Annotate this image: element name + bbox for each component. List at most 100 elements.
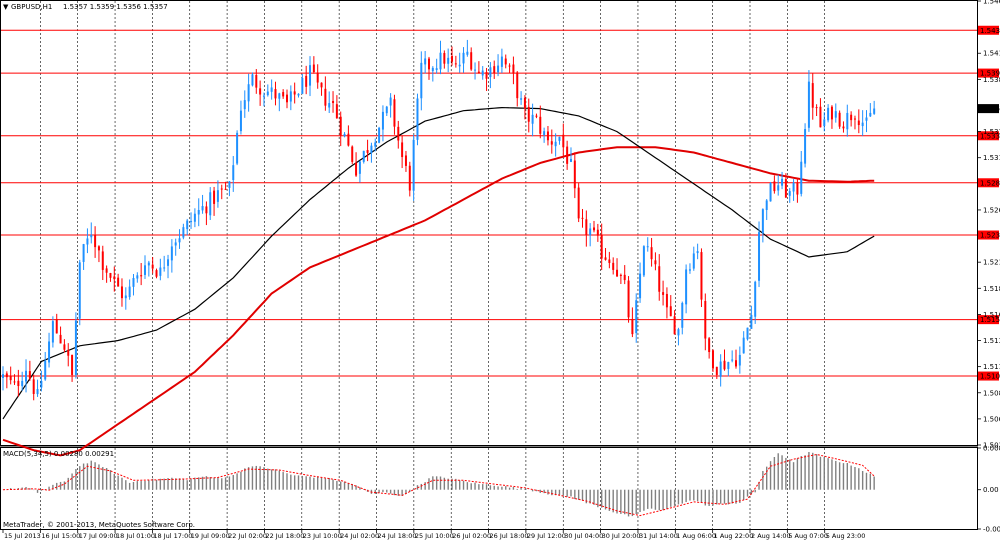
time-tick-label: 16 Jul 15:00 xyxy=(41,532,80,540)
candle-body xyxy=(727,362,730,369)
candle-body xyxy=(25,370,28,382)
candle-body xyxy=(523,97,526,109)
candle-body xyxy=(596,229,599,236)
level-price-tag xyxy=(978,131,999,141)
candle-body xyxy=(807,81,810,128)
candle-body xyxy=(420,62,423,99)
candle-body xyxy=(865,117,868,121)
candle-body xyxy=(493,66,496,74)
candle-body xyxy=(873,108,876,114)
candle-body xyxy=(662,292,665,295)
candle-body xyxy=(489,67,492,78)
candle-body xyxy=(512,64,515,74)
candle-body xyxy=(746,327,749,340)
candle-body xyxy=(431,67,434,72)
time-tick-label: 17 Jul 09:00 xyxy=(79,532,118,540)
level-price-tag xyxy=(978,178,999,188)
candle-body xyxy=(658,266,661,292)
candle-body xyxy=(692,253,695,269)
candle-body xyxy=(811,83,814,108)
candle-body xyxy=(416,98,419,140)
candle-body xyxy=(500,56,503,67)
candle-body xyxy=(182,227,185,238)
price-tick-label: 1.5160 xyxy=(983,311,1000,319)
candle-body xyxy=(631,318,634,335)
candle-body xyxy=(535,115,538,117)
candle-body xyxy=(186,220,189,230)
level-price-tag xyxy=(978,230,999,240)
candle-body xyxy=(293,91,296,95)
price-panel[interactable] xyxy=(0,0,978,446)
candle-body xyxy=(853,118,856,120)
candle-body xyxy=(32,379,35,394)
candle-body xyxy=(427,58,430,70)
candle-body xyxy=(477,71,480,74)
time-tick-label: 1 Aug 22:00 xyxy=(714,532,754,540)
candle-body xyxy=(397,126,400,141)
candle-body xyxy=(251,74,254,86)
candle-body xyxy=(830,106,833,120)
current-price-label: 1.5357 xyxy=(980,105,1000,113)
candle-body xyxy=(239,110,242,132)
candle-body xyxy=(439,52,442,70)
level-price-tag xyxy=(978,371,999,381)
candle-body xyxy=(451,56,454,62)
candle-body xyxy=(236,132,239,164)
price-tick-label: 1.5135 xyxy=(983,337,1000,345)
symbol-info: GBPUSD,H1 xyxy=(11,3,52,11)
candle-body xyxy=(289,91,292,102)
candle-body xyxy=(616,269,619,277)
candle-body xyxy=(543,131,546,135)
candle-body xyxy=(404,155,407,166)
candle-body xyxy=(71,354,74,375)
candle-body xyxy=(347,133,350,146)
macd-axis: 0.00888 0.00 -0.00836 xyxy=(977,445,1000,534)
candle-body xyxy=(13,381,16,383)
candle-body xyxy=(297,93,300,96)
candle-body xyxy=(82,244,85,262)
candle-body xyxy=(174,242,177,246)
time-tick-label: 1 Aug 06:00 xyxy=(676,532,716,540)
candle-body xyxy=(393,99,396,127)
price-tick-label: 1.5035 xyxy=(983,442,1000,450)
candle-body xyxy=(619,274,622,276)
price-tick-label: 1.5410 xyxy=(983,50,1000,58)
candle-body xyxy=(447,57,450,64)
candle-body xyxy=(673,316,676,335)
candle-body xyxy=(305,75,308,87)
candle-body xyxy=(220,188,223,190)
candle-body xyxy=(435,68,438,70)
candle-body xyxy=(5,373,8,378)
candle-body xyxy=(332,101,335,104)
candle-body xyxy=(742,337,745,354)
candle-body xyxy=(2,374,4,378)
candle-body xyxy=(527,106,530,122)
candle-body xyxy=(569,158,572,162)
candle-body xyxy=(136,275,139,279)
candle-body xyxy=(454,63,457,65)
candle-body xyxy=(593,227,596,231)
candle-body xyxy=(846,112,849,130)
candle-body xyxy=(696,251,699,254)
ma-fast xyxy=(2,106,875,420)
candle-body xyxy=(550,141,553,145)
candle-body xyxy=(715,366,718,375)
macd-panel[interactable] xyxy=(0,447,978,530)
candle-body xyxy=(285,94,288,103)
candle-body xyxy=(815,107,818,109)
candle-body xyxy=(842,126,845,129)
candle-body xyxy=(800,161,803,194)
ma-fast-line xyxy=(2,106,875,420)
price-tick-label: 1.5335 xyxy=(983,128,1000,136)
time-tick-label: 24 Jul 18:00 xyxy=(378,532,417,540)
candle-body xyxy=(385,106,388,114)
candle-body xyxy=(650,247,653,260)
candle-body xyxy=(90,234,93,238)
time-tick-label: 19 Jul 09:00 xyxy=(191,532,230,540)
candle-body xyxy=(278,93,281,99)
candle-body xyxy=(124,295,127,299)
candle-body xyxy=(324,88,327,106)
time-tick-label: 30 Jul 04:00 xyxy=(564,532,603,540)
